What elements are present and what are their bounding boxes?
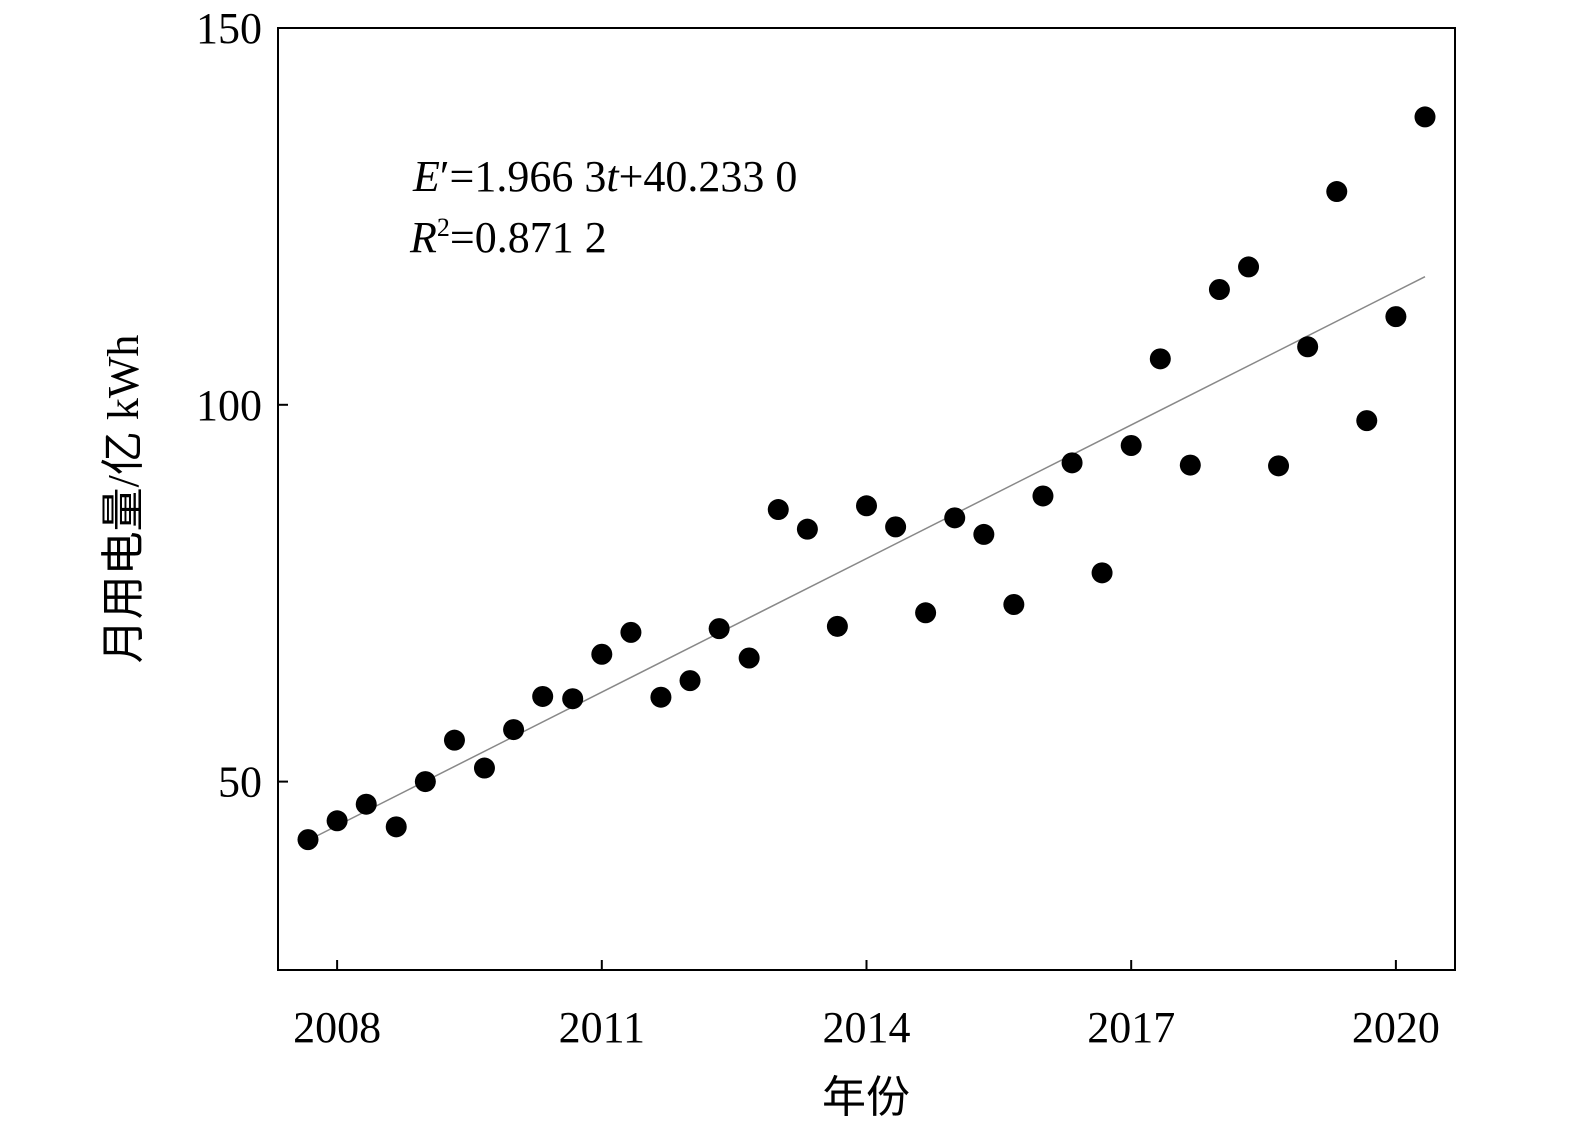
- data-point: [1268, 455, 1290, 477]
- data-point: [591, 643, 613, 665]
- y-tick-label: 100: [196, 381, 262, 430]
- data-point: [1032, 485, 1054, 507]
- data-point: [856, 495, 877, 517]
- x-axis-label: 年份: [822, 1073, 910, 1122]
- data-points: [297, 106, 1436, 851]
- data-point: [738, 647, 760, 669]
- x-axis-ticks: 2008 2011 2014 2017 2020: [293, 960, 1440, 1052]
- x-tick-label: 2020: [1352, 1003, 1440, 1052]
- data-point: [1179, 454, 1201, 476]
- data-point: [1120, 434, 1142, 456]
- data-point: [826, 615, 848, 637]
- data-point: [1238, 256, 1260, 278]
- data-point: [297, 829, 319, 851]
- data-point: [767, 499, 789, 521]
- data-point: [650, 686, 672, 708]
- equation-prime: ′: [440, 152, 450, 201]
- data-point: [473, 757, 495, 779]
- data-point: [326, 810, 348, 832]
- data-point: [1208, 278, 1230, 300]
- equation-prefix: E: [412, 152, 440, 201]
- y-tick-label: 150: [196, 4, 262, 53]
- data-point: [1149, 348, 1171, 370]
- equation-var: t: [606, 152, 620, 201]
- data-point: [414, 771, 436, 793]
- r2-suffix: =0.871 2: [450, 213, 607, 262]
- data-point: [1061, 452, 1083, 474]
- equation-annotation: E′=1.966 3t+40.233 0: [412, 152, 797, 201]
- y-axis-label: 月用电量/亿 kWh: [99, 335, 148, 664]
- data-point: [503, 719, 525, 741]
- data-point: [796, 518, 818, 540]
- data-point: [1003, 594, 1025, 616]
- data-point: [973, 523, 995, 545]
- data-point: [1414, 106, 1436, 128]
- data-point: [679, 670, 701, 692]
- y-axis-ticks: 50 100 150: [196, 4, 288, 807]
- data-point: [1091, 562, 1113, 584]
- x-tick-label: 2011: [559, 1003, 645, 1052]
- equation-suffix: +40.233 0: [619, 152, 798, 201]
- x-tick-label: 2008: [293, 1003, 381, 1052]
- data-point: [385, 816, 407, 838]
- data-point: [1326, 181, 1348, 203]
- data-point: [532, 685, 554, 707]
- data-point: [915, 602, 937, 624]
- data-point: [620, 621, 642, 643]
- data-point: [708, 618, 730, 640]
- data-point: [1356, 410, 1378, 432]
- r2-exp: 2: [437, 213, 450, 242]
- x-tick-label: 2017: [1087, 1003, 1175, 1052]
- data-point: [443, 729, 465, 751]
- r2-annotation: R2=0.871 2: [409, 213, 607, 262]
- data-point: [562, 688, 584, 710]
- data-point: [885, 516, 907, 538]
- data-point: [1297, 336, 1319, 358]
- y-tick-label: 50: [218, 758, 262, 807]
- data-point: [944, 507, 966, 529]
- data-point: [1385, 306, 1407, 328]
- data-point: [355, 793, 377, 815]
- x-tick-label: 2014: [823, 1003, 911, 1052]
- equation-mid: =1.966 3: [450, 152, 607, 201]
- r2-prefix: R: [409, 213, 437, 262]
- regression-line: [307, 276, 1426, 842]
